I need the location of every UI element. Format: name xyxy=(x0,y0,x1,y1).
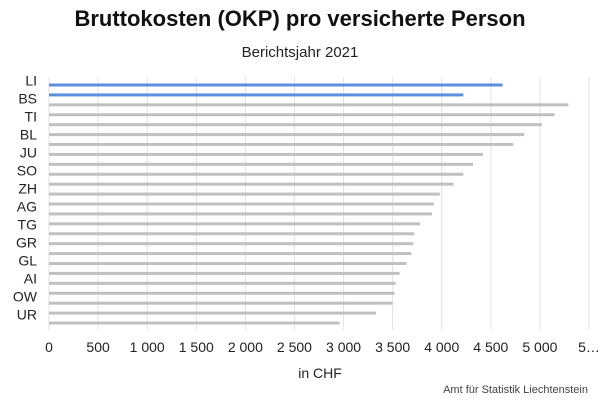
y-tick-label: AI xyxy=(24,271,37,287)
y-tick-label: JU xyxy=(20,145,37,161)
bar xyxy=(49,103,569,107)
x-tick-label: 500 xyxy=(86,339,110,355)
bar xyxy=(49,192,440,196)
bar xyxy=(49,311,376,315)
y-tick-label: LI xyxy=(25,73,37,89)
chart-subtitle: Berichtsjahr 2021 xyxy=(241,44,359,61)
bar xyxy=(49,291,395,295)
bar xyxy=(49,182,454,186)
y-tick-label: SO xyxy=(17,163,37,179)
bar xyxy=(49,281,396,285)
y-tick-label: OW xyxy=(13,289,38,305)
y-tick-label: BL xyxy=(20,127,37,143)
bar xyxy=(49,93,464,97)
bar xyxy=(49,252,412,256)
bar xyxy=(49,152,483,156)
x-axis-labels: 0 500 1 000 1 500 2 000 2 500 3 000 3 500 4 000 4… xyxy=(45,339,600,355)
y-tick-label: GL xyxy=(18,253,37,269)
y-tick-label: ZH xyxy=(18,181,37,197)
bars xyxy=(49,83,569,325)
bar xyxy=(49,321,340,325)
source-note: Amt für Statistik Liechtenstein xyxy=(443,384,588,396)
y-tick-label: BS xyxy=(18,91,37,107)
x-tick-label: 4 000 xyxy=(424,339,459,355)
bar xyxy=(49,242,414,246)
x-tick-label: 4 500 xyxy=(473,339,508,355)
x-tick-label: 3 000 xyxy=(326,339,361,355)
y-tick-label: TG xyxy=(18,217,37,233)
bar xyxy=(49,301,393,305)
bar xyxy=(49,212,432,216)
bar xyxy=(49,232,415,236)
x-tick-label: 5… xyxy=(578,339,600,355)
bar xyxy=(49,133,525,137)
chart-title: Bruttokosten (OKP) pro versicherte Perso… xyxy=(74,6,526,31)
bar xyxy=(49,83,503,87)
y-tick-label: TI xyxy=(25,109,37,125)
bar xyxy=(49,271,400,275)
x-axis-title: in CHF xyxy=(298,365,342,381)
y-tick-label: GR xyxy=(16,235,37,251)
bar xyxy=(49,172,464,176)
y-tick-label: UR xyxy=(17,307,37,323)
bar xyxy=(49,202,434,206)
bar xyxy=(49,113,555,117)
bar xyxy=(49,222,421,226)
y-tick-label: AG xyxy=(17,199,37,215)
x-tick-label: 0 xyxy=(45,339,53,355)
x-tick-label: 1 000 xyxy=(130,339,165,355)
x-tick-label: 3 500 xyxy=(375,339,410,355)
x-tick-label: 1 500 xyxy=(179,339,214,355)
x-tick-label: 5 000 xyxy=(522,339,557,355)
x-tick-label: 2 000 xyxy=(228,339,263,355)
x-tick-label: 2 500 xyxy=(277,339,312,355)
bar xyxy=(49,162,474,166)
bar xyxy=(49,262,407,265)
bar xyxy=(49,143,514,146)
y-axis-labels: LI BS TI BL JU SO ZH AG TG GR GL AI OW UR xyxy=(13,73,38,323)
bar xyxy=(49,123,542,127)
